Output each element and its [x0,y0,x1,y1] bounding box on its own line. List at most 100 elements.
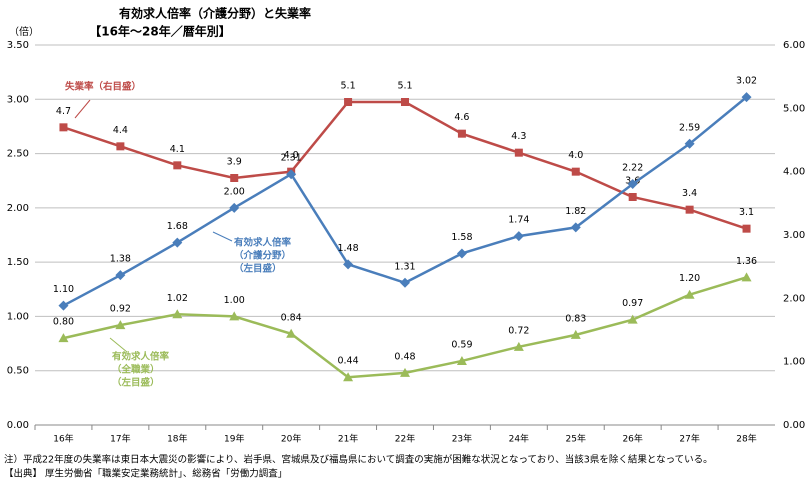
x-tick-label: 18年 [167,433,187,445]
series-label: 失業率（右目盛） [65,81,141,93]
data-label: 4.7 [56,106,71,117]
chart-subtitle: 【16年～28年／暦年別】 [89,24,230,39]
point [343,372,354,382]
arrow [212,231,233,242]
data-label: 1.20 [679,273,700,284]
data-label: 0.83 [565,313,586,324]
x-tick-label: 16年 [53,433,73,445]
x-tick-label: 23年 [452,433,472,445]
y2-tick-label: 0.00 [783,420,805,431]
data-label: 4.0 [568,150,583,161]
data-label: 0.44 [337,356,358,367]
point [684,289,695,299]
data-label: 1.10 [53,284,74,295]
x-tick-label: 25年 [566,433,586,445]
point [172,237,183,248]
data-label: 4.1 [170,144,185,155]
data-label: 5.1 [397,81,412,92]
y2-tick-label: 5.00 [783,103,805,114]
y-tick-label: 3.50 [7,40,29,51]
series-label: （左目盛） [112,377,160,389]
data-label: 1.48 [337,243,358,254]
data-label: 0.80 [53,317,74,328]
series-line [62,96,748,307]
annotation-arrows [74,99,233,353]
series-label: 有効求人倍率 [112,351,170,363]
x-tick-label: 28年 [736,433,756,445]
data-label: 3.1 [739,207,754,218]
data-label: 0.72 [508,325,529,336]
y-tick-label: 1.50 [7,257,29,268]
data-label: 1.58 [451,232,472,243]
x-tick-label: 22年 [395,433,415,445]
x-tick-label: 17年 [110,433,130,445]
point [741,92,752,103]
x-tick-label: 27年 [679,433,699,445]
point [286,169,297,180]
point [456,355,467,365]
point [59,123,68,132]
series-label: （左目盛） [234,263,282,275]
data-label: 2.31 [281,153,302,164]
point [116,142,125,151]
y-tick-label: 2.00 [7,203,29,214]
note: 【出典】 厚生労働省「職業安定業務統計」、総務省「労働力調査」 [4,468,287,480]
point [457,129,466,138]
y2-tick-label: 6.00 [783,40,805,51]
point [627,314,638,324]
data-label: 2.22 [622,162,643,173]
series-line [63,100,747,230]
data-label: 1.68 [167,221,188,232]
series-label: （全職業） [112,364,160,376]
data-label: 0.84 [281,312,302,323]
point [514,148,523,157]
series-label: （介護分野） [234,250,291,262]
point [456,248,467,259]
point [343,259,354,270]
data-label: 0.97 [622,298,643,309]
point [173,161,182,170]
point [286,328,297,338]
point [684,138,695,149]
point [58,333,69,343]
point [58,300,69,311]
point [570,222,581,233]
data-label: 1.36 [736,256,757,267]
series-label: 有効求人倍率 [234,237,292,249]
y-tick-label: 2.50 [7,149,29,160]
y-tick-label: 0.50 [7,366,29,377]
point [229,202,240,213]
x-tick-label: 24年 [509,433,529,445]
y-axis-label: （倍） [9,25,39,38]
point [401,98,409,106]
x-tick-label: 26年 [622,433,642,445]
point [513,341,524,351]
data-label: 2.00 [224,186,245,197]
point [742,224,751,233]
y2-tick-label: 3.00 [783,230,805,241]
point [115,320,126,330]
point [571,167,580,176]
data-label: 0.48 [394,351,415,362]
data-label: 3.9 [227,157,242,168]
point [628,193,637,201]
point [513,231,524,242]
x-tick-label: 19年 [224,433,244,445]
data-label: 3.4 [682,188,697,199]
x-tick-label: 21年 [338,433,358,445]
point [400,367,410,377]
y2-tick-label: 2.00 [783,293,805,304]
data-label: 1.38 [110,254,131,265]
data-label: 0.92 [110,304,131,315]
y2-tick-label: 4.00 [783,167,805,178]
y-tick-label: 3.00 [7,94,29,105]
data-label: 5.1 [341,81,356,92]
point [229,311,240,321]
point [570,329,581,339]
y-tick-label: 0.00 [7,420,29,431]
point [627,178,638,189]
data-label: 1.00 [224,295,245,306]
x-tick-label: 20年 [281,433,301,445]
y2-tick-label: 1.00 [783,357,805,368]
